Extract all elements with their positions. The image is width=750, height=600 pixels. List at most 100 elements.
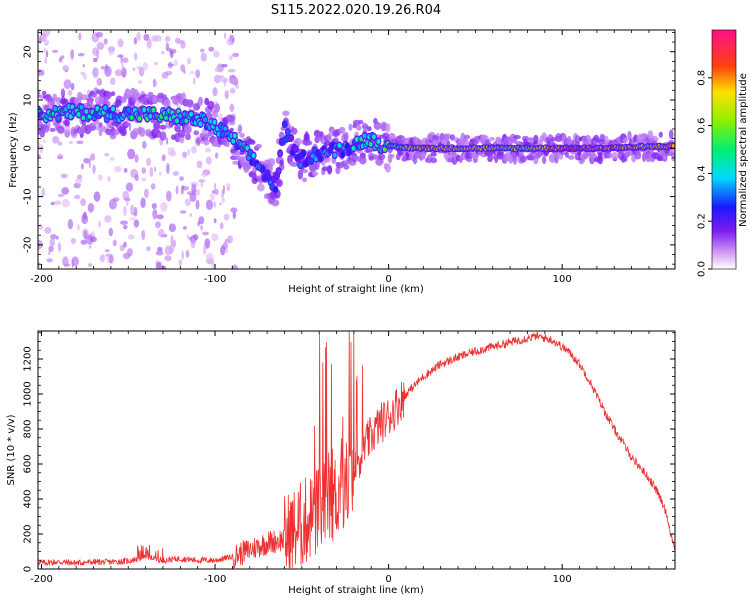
spectral-noise-blob [212, 87, 218, 97]
spectral-ridge-core [301, 150, 306, 156]
spectral-halo-blob [373, 121, 382, 130]
spectral-noise-blob [142, 140, 147, 149]
spectral-halo-blob [105, 91, 113, 99]
spectral-noise-blob [156, 214, 164, 220]
spectral-halo-blob [157, 92, 165, 99]
colorbar-gradient [712, 30, 736, 269]
y-tick-label: 200 [23, 524, 34, 543]
spectral-halo-blob [327, 165, 333, 175]
spectral-halo-blob [276, 179, 283, 187]
spectral-noise-blob [62, 65, 69, 72]
spectral-noise-blob [50, 234, 57, 240]
spectral-halo-blob [87, 96, 94, 107]
spectral-noise-blob [104, 152, 110, 157]
spectral-halo-blob [627, 130, 632, 141]
x-tick-label: 100 [553, 574, 572, 585]
spectral-noise-blob [52, 136, 60, 144]
spectral-ridge-core [137, 116, 142, 122]
spectral-noise-blob [215, 152, 219, 159]
spectral-halo-blob [611, 152, 619, 160]
spectral-halo-blob [43, 124, 50, 133]
spectral-noise-blob [80, 239, 88, 245]
spectral-halo-blob [185, 133, 191, 141]
spectral-noise-blob [202, 231, 209, 236]
spectral-noise-blob [141, 229, 146, 240]
spectral-noise-blob [133, 206, 138, 217]
spectral-noise-blob [57, 242, 62, 252]
spectral-halo-blob [358, 119, 364, 125]
spectral-halo-blob [249, 139, 256, 145]
spectral-noise-blob [189, 192, 197, 202]
spectral-halo-blob [368, 156, 375, 161]
spectral-halo-blob [295, 137, 302, 146]
spectral-halo-blob [255, 143, 262, 149]
spectral-noise-blob [38, 154, 41, 158]
x-tick-label: -100 [204, 574, 227, 585]
spectral-noise-blob [205, 147, 211, 153]
spectral-noise-blob [149, 167, 154, 177]
spectral-halo-blob [159, 131, 167, 141]
spectral-noise-blob [178, 259, 182, 267]
spectral-noise-blob [154, 166, 157, 172]
spectral-noise-blob [44, 56, 47, 64]
spectral-noise-blob [107, 176, 111, 182]
spectral-noise-blob [74, 194, 81, 200]
spectral-noise-blob [126, 248, 133, 257]
spectral-halo-blob [279, 159, 284, 166]
spectral-halo-blob [38, 121, 43, 127]
colorbar-tick-label: 0.2 [697, 213, 708, 229]
spectral-ridge-core [231, 138, 236, 144]
spectral-halo-blob [378, 153, 386, 161]
y-tick-label: -20 [23, 237, 34, 253]
spectral-halo-blob [650, 135, 659, 143]
spectral-noise-blob [161, 265, 167, 269]
spectral-noise-blob [214, 67, 220, 72]
spectral-noise-blob [88, 263, 92, 267]
spectral-ridge-core [273, 187, 278, 192]
spectral-halo-blob [60, 88, 66, 98]
spectral-noise-blob [198, 216, 205, 225]
spectral-halo-blob [314, 136, 320, 144]
spectral-noise-blob [67, 219, 74, 230]
spectral-noise-blob [182, 151, 188, 158]
spectral-halo-blob [384, 163, 391, 173]
spectral-noise-blob [49, 238, 56, 247]
spectral-noise-blob [86, 234, 94, 245]
spectral-noise-blob [51, 49, 59, 54]
spectral-halo-blob [49, 127, 56, 132]
spectral-ridge-core [81, 115, 86, 121]
spectral-ridge-core [84, 109, 89, 115]
spectral-noise-blob [62, 198, 70, 208]
figure-title: S115.2022.020.19.26.R04 [271, 3, 441, 18]
spectral-halo-blob [324, 156, 331, 163]
spectral-ridge-core [129, 115, 134, 120]
spectral-noise-blob [211, 233, 219, 242]
spectral-halo-blob [88, 122, 97, 130]
spectral-noise-blob [83, 158, 90, 164]
spectral-noise-blob [161, 72, 169, 79]
spectral-noise-blob [195, 69, 201, 79]
spectral-ridge-core [203, 117, 208, 123]
spectral-noise-blob [142, 62, 149, 71]
spectral-noise-blob [204, 238, 211, 249]
spectral-ridge-core [276, 168, 281, 174]
spectral-noise-blob [219, 222, 224, 230]
spectral-ridge-core [126, 107, 131, 113]
spectral-noise-blob [144, 188, 149, 199]
spectral-noise-blob [168, 223, 176, 232]
spectral-halo-blob [267, 158, 276, 167]
spectral-halo-blob [327, 132, 332, 142]
spectral-halo-blob [430, 157, 438, 164]
spectral-noise-blob [95, 31, 103, 38]
spectral-halo-blob [445, 133, 452, 140]
spectral-noise-blob [41, 187, 46, 198]
spectral-halo-blob [271, 199, 280, 207]
spectral-noise-blob [221, 198, 226, 203]
spectral-ridge-core [56, 115, 61, 121]
spectral-noise-blob [57, 141, 63, 146]
spectral-halo-blob [598, 139, 607, 146]
spectral-noise-blob [154, 34, 162, 42]
spectral-halo-blob [73, 128, 78, 134]
spectral-noise-blob [157, 228, 165, 238]
y-tick-label: 600 [23, 454, 34, 473]
